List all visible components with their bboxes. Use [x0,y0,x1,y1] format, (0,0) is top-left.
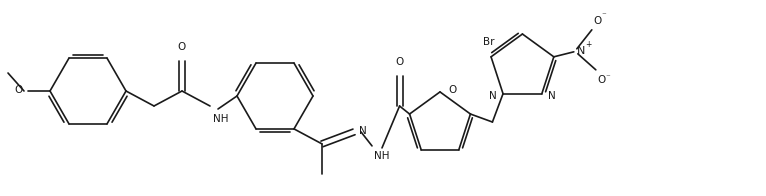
Text: O: O [448,85,457,95]
Text: NH: NH [213,114,228,124]
Text: N: N [577,46,585,56]
Text: O: O [597,75,606,85]
Text: ⁻: ⁻ [602,11,607,20]
Text: ⁻: ⁻ [606,73,611,82]
Text: N: N [359,126,367,136]
Text: O: O [178,42,186,52]
Text: N: N [489,91,497,101]
Text: Br: Br [483,37,495,47]
Text: O: O [15,85,23,95]
Text: NH: NH [374,151,389,161]
Text: N: N [548,91,555,101]
Text: O: O [395,57,404,67]
Text: +: + [584,40,591,49]
Text: O: O [594,16,602,26]
